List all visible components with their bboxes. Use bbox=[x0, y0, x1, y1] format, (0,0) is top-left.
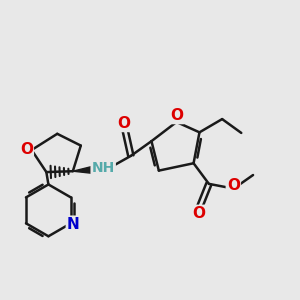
Text: NH: NH bbox=[92, 161, 115, 175]
Text: O: O bbox=[20, 142, 33, 157]
Text: O: O bbox=[227, 178, 240, 193]
Text: O: O bbox=[192, 206, 206, 221]
Text: N: N bbox=[67, 217, 80, 232]
Polygon shape bbox=[73, 165, 100, 174]
Text: O: O bbox=[171, 108, 184, 123]
Text: O: O bbox=[117, 116, 130, 131]
